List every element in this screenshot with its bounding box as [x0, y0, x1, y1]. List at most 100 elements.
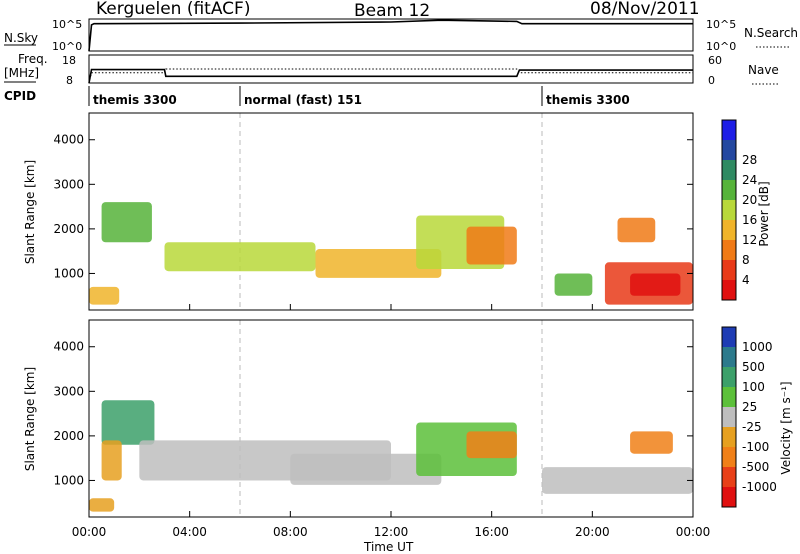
power-colorbar-tick: 20	[742, 193, 757, 207]
power-patch	[630, 273, 681, 296]
x-tick-label: 04:00	[172, 525, 207, 539]
nsky-strip: N.Sky 10^5 10^0 10^5 10^0 N.Search	[4, 18, 798, 53]
power-colorbar-swatch	[722, 240, 736, 260]
velocity-colorbar-tick: 100	[742, 380, 765, 394]
cpid-label: CPID	[4, 89, 36, 103]
velocity-patch	[290, 453, 442, 485]
velocity-ytick-label: 1000	[53, 473, 84, 487]
freq-frame	[88, 54, 694, 84]
velocity-colorbar-label: Velocity [m s⁻¹]	[779, 381, 793, 474]
power-colorbar-swatch	[722, 280, 736, 300]
velocity-colorbar-tick: 25	[742, 400, 757, 414]
x-tick-label: 08:00	[273, 525, 308, 539]
nsky-tick-top: 10^5	[52, 18, 82, 31]
cpid-segment-label: normal (fast) 151	[244, 93, 362, 107]
nave-tick-bottom: 0	[708, 74, 715, 87]
freq-tick-top: 18	[62, 54, 76, 67]
power-colorbar-tick: 24	[742, 173, 757, 187]
nsearch-tick-bottom: 10^0	[706, 40, 736, 53]
power-patch	[617, 217, 656, 243]
velocity-colorbar-tick: 500	[742, 360, 765, 374]
nsearch-label: N.Search	[744, 26, 798, 40]
power-patch	[466, 226, 517, 265]
power-plot-area	[89, 113, 693, 310]
velocity-colorbar-tick: -100	[742, 440, 769, 454]
nave-tick-top: 60	[708, 54, 722, 67]
velocity-colorbar-swatch	[722, 347, 736, 367]
x-tick-label: 00:00	[676, 525, 711, 539]
power-colorbar-label: Power [dB]	[757, 181, 771, 246]
nsky-series-line	[88, 19, 693, 52]
velocity-panel: 1000 2000 3000 4000 Slant Range [km] 1000 50…	[23, 319, 793, 518]
x-tick-label: 16:00	[474, 525, 509, 539]
nave-label: Nave	[748, 63, 779, 77]
power-colorbar-tick: 12	[742, 233, 757, 247]
power-patch	[315, 248, 442, 278]
velocity-patch	[101, 440, 122, 481]
power-colorbar-swatch	[722, 180, 736, 200]
velocity-colorbar-swatch	[722, 327, 736, 347]
velocity-colorbar-swatch	[722, 487, 736, 507]
power-patch	[101, 202, 152, 243]
beam-title: Beam 12	[354, 1, 430, 21]
power-panel: 1000 2000 3000 4000 Slant Range [km] 28 24 20…	[23, 112, 771, 311]
freq-tick-bottom: 8	[66, 74, 73, 87]
power-ytick-label: 1000	[53, 266, 84, 280]
cpid-segment-label: themis 3300	[546, 93, 630, 107]
velocity-ytick-label: 3000	[53, 384, 84, 398]
velocity-colorbar-swatch	[722, 387, 736, 407]
velocity-ylabel: Slant Range [km]	[23, 367, 37, 471]
nave-series-line	[88, 68, 693, 84]
x-axis-label: Time UT	[363, 540, 414, 554]
power-colorbar-frame	[721, 119, 737, 301]
velocity-colorbar-swatch	[722, 367, 736, 387]
x-tick-label: 00:00	[72, 525, 107, 539]
velocity-patch	[101, 400, 155, 445]
power-colorbar-swatch	[722, 160, 736, 180]
freq-strip: Freq. [MHz] 18 8 60 0 Nave	[4, 52, 780, 87]
date-title: 08/Nov/2011	[590, 0, 700, 19]
velocity-colorbar-tick: -500	[742, 460, 769, 474]
velocity-patch	[466, 431, 517, 459]
velocity-colorbar-tick: 1000	[742, 340, 773, 354]
nsky-frame	[88, 18, 694, 52]
power-colorbar-swatch	[722, 120, 736, 140]
power-colorbar-tick: 16	[742, 213, 757, 227]
power-colorbar-swatch	[722, 140, 736, 160]
velocity-colorbar-swatch	[722, 467, 736, 487]
velocity-colorbar-swatch	[722, 427, 736, 447]
power-colorbar-tick: 4	[742, 273, 750, 287]
power-colorbar-tick: 8	[742, 253, 750, 267]
velocity-colorbar-tick: -1000	[742, 480, 777, 494]
power-colorbar-swatch	[722, 220, 736, 240]
power-ylabel: Slant Range [km]	[23, 160, 37, 264]
nsearch-tick-top: 10^5	[706, 18, 736, 31]
power-ytick-label: 3000	[53, 177, 84, 191]
power-colorbar-swatch	[722, 200, 736, 220]
velocity-patch	[630, 431, 673, 454]
velocity-patch	[89, 498, 115, 512]
power-colorbar-tick: 28	[742, 153, 757, 167]
velocity-colorbar-tick: -25	[742, 420, 762, 434]
cpid-strip: CPID themis 3300 normal (fast) 151 themis …	[4, 86, 630, 107]
power-patch	[554, 273, 593, 296]
power-patch	[164, 242, 316, 272]
velocity-ytick-label: 4000	[53, 340, 84, 354]
velocity-colorbar-swatch	[722, 447, 736, 467]
velocity-ytick-label: 2000	[53, 429, 84, 443]
x-tick-label: 12:00	[374, 525, 409, 539]
freq-unit-label: [MHz]	[4, 66, 39, 80]
nsky-tick-bottom: 10^0	[52, 40, 82, 53]
velocity-patch	[542, 467, 693, 494]
power-patch	[89, 286, 120, 305]
power-ytick-label: 2000	[53, 222, 84, 236]
freq-label: Freq.	[18, 52, 48, 66]
velocity-colorbar-swatch	[722, 407, 736, 427]
power-colorbar-swatch	[722, 260, 736, 280]
cpid-segment-label: themis 3300	[93, 93, 177, 107]
x-tick-label: 20:00	[575, 525, 610, 539]
freq-series-line	[88, 68, 693, 84]
nsky-label: N.Sky	[4, 31, 38, 45]
power-ytick-label: 4000	[53, 133, 84, 147]
